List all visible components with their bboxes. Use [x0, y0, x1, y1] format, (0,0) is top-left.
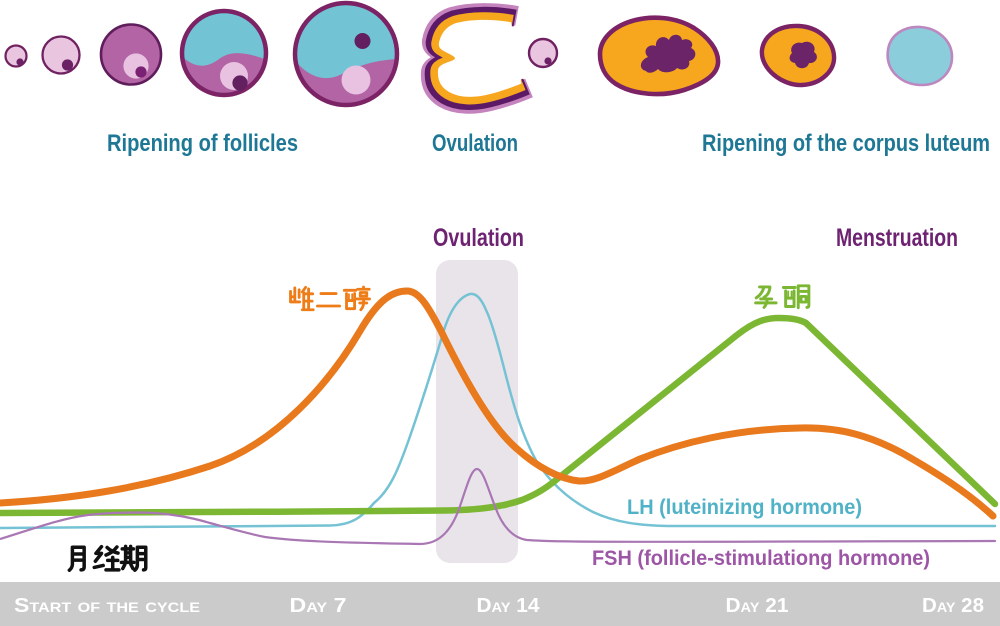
svg-text:Ripening of follicles: Ripening of follicles: [107, 130, 298, 157]
svg-text:Menstruation: Menstruation: [836, 224, 958, 252]
svg-text:Ripening of the corpus luteum: Ripening of the corpus luteum: [702, 130, 990, 157]
svg-text:FSH (follicle-stimulationg hor: FSH (follicle-stimulationg hormone): [592, 547, 930, 570]
svg-text:Day 7: Day 7: [290, 595, 347, 617]
svg-text:Day 28: Day 28: [922, 595, 984, 617]
svg-text:Ovulation: Ovulation: [432, 130, 518, 157]
svg-text:Ovulation: Ovulation: [433, 224, 524, 252]
svg-text:Start of the cycle: Start of the cycle: [14, 595, 200, 617]
svg-text:Day 14: Day 14: [477, 595, 541, 617]
svg-text:LH (luteinizing hormone): LH (luteinizing hormone): [627, 496, 862, 519]
svg-text:Day 21: Day 21: [726, 595, 789, 617]
